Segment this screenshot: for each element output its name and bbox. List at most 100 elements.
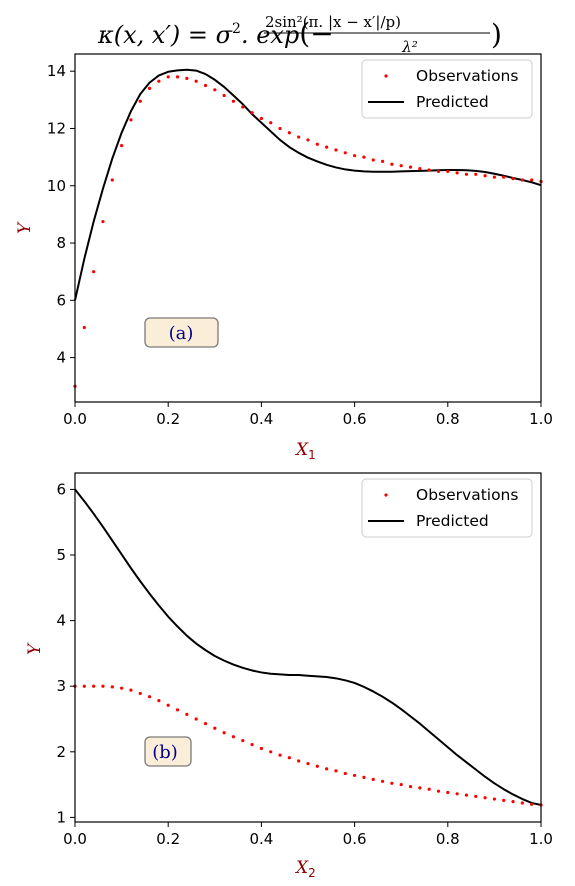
figure-title: κ(x, x′) = σ2. exp(− 2sin²(π. |x − x′|/p…	[97, 13, 502, 56]
panel-b-observation-point	[129, 688, 133, 692]
panel-a-observation-point	[259, 116, 263, 121]
panel-a-observation-point	[418, 166, 422, 171]
panel-b-xtick-label: 0.2	[156, 830, 180, 848]
panel-a-observation-point	[82, 325, 86, 330]
panel-b-observation-point	[278, 753, 282, 757]
panel-b-observation-point	[297, 759, 301, 763]
panel-a-legend-observations-label: Observations	[416, 67, 518, 85]
panel-a-observation-point	[297, 135, 301, 139]
panel-a-xlabel-main: X	[294, 440, 309, 460]
panel-a-observation-point	[241, 105, 245, 109]
panel-a-observation-point	[287, 131, 291, 135]
panel-a: 0.0 0.2 0.4 0.6 0.8 1.0 4 6 8 10 12 14 X1 Y (a) Obs…	[15, 53, 553, 462]
panel-b-observation-point	[250, 742, 254, 747]
panel-b-xtick-label: 1.0	[529, 830, 553, 848]
panel-b-tag-box	[144, 736, 192, 767]
title-denominator: λ²	[401, 38, 418, 56]
panel-b-observation-point	[325, 767, 329, 771]
panel-b-observation-point	[371, 777, 375, 781]
panel-b-xlabel-sub: 2	[308, 866, 316, 880]
panel-b-marks	[73, 488, 543, 807]
panel-b-ytick-label: 6	[56, 480, 66, 498]
panel-b-observation-point	[101, 684, 105, 688]
panel-a-observation-point	[399, 164, 403, 168]
panel-b-observation-point	[380, 779, 385, 783]
panel-b-ytick-label: 3	[56, 677, 66, 695]
panel-a-xtick-label: 0.6	[343, 410, 367, 428]
panel-a-observation-point	[129, 118, 133, 122]
title-numerator: 2sin²(π. |x − x′|/p)	[265, 13, 401, 31]
panel-b-observation-point	[399, 783, 403, 787]
panel-a-ytick-label: 14	[47, 62, 66, 80]
panel-b-frame	[74, 472, 542, 823]
panel-a-observation-point	[502, 175, 506, 179]
panel-b-observation-point	[241, 739, 245, 743]
panel-a-xtick-label: 1.0	[529, 410, 553, 428]
panel-b-observation-point	[185, 712, 189, 717]
panel-a-observation-point	[325, 145, 329, 149]
panel-a-observation-point	[362, 155, 366, 159]
panel-b-observation-point	[259, 746, 263, 751]
panel-a-ticks: 0.0 0.2 0.4 0.6 0.8 1.0 4 6 8 10 12 14	[47, 62, 553, 428]
panel-b-observation-point	[222, 731, 226, 735]
panel-a-tag: (a)	[144, 317, 219, 348]
panel-b-ytick-label: 4	[56, 612, 66, 630]
panel-b-legend-observations-label: Observations	[416, 486, 518, 504]
panel-a-observation-point	[157, 79, 161, 83]
panel-b-observation-point	[231, 735, 236, 739]
panel-a-xtick-label: 0.4	[249, 410, 273, 428]
panel-b-legend-predicted-label: Predicted	[416, 512, 489, 530]
panel-b-observation-point	[427, 787, 431, 791]
panel-a-ytick-label: 4	[56, 349, 66, 367]
panel-b-xlabel: X2	[294, 858, 316, 880]
panel-b-observation-point	[269, 750, 273, 754]
panel-b-xtick-label: 0.6	[343, 830, 367, 848]
panel-b-observation-point	[203, 722, 208, 726]
panel-b-observation-point	[343, 771, 347, 776]
panel-b-ytick-label: 5	[56, 546, 66, 564]
panel-a-observation-point	[483, 174, 487, 178]
svg-text:κ(x, x′) = σ2. exp(−: κ(x, x′) = σ2. exp(−	[97, 17, 334, 50]
panel-a-observation-point	[334, 148, 338, 152]
panel-b-ylabel: Y	[25, 642, 45, 655]
panel-b-observation-point	[287, 756, 291, 760]
panel-a-observation-point	[511, 176, 515, 181]
panel-b-observation-point	[306, 762, 310, 766]
panel-b-observation-point	[147, 695, 152, 699]
panel-a-observation-point	[520, 178, 524, 182]
panel-a-legend-box	[361, 59, 533, 119]
panel-b-legend-observations-marker	[384, 493, 388, 497]
panel-a-observation-point	[110, 178, 114, 182]
panel-a-observation-point	[446, 169, 450, 174]
panel-b-observation-point	[483, 796, 487, 800]
panel-b-observation-point	[315, 764, 319, 768]
panel-b-tag-label: (b)	[152, 742, 178, 763]
panel-b-observation-point	[408, 784, 413, 789]
panel-b-ytick-label: 1	[56, 808, 66, 826]
panel-b-ticks: 0.0 0.2 0.4 0.6 0.8 1.0 1 2 3 4 5 6	[56, 480, 552, 848]
panel-b-observation-point	[166, 703, 170, 707]
title-close: )	[491, 18, 502, 51]
panel-a-observation-point	[278, 126, 282, 131]
panel-a-ytick-label: 10	[47, 177, 66, 195]
title-args: (x, x′) = σ	[114, 21, 233, 49]
panel-a-ytick-label: 8	[56, 234, 66, 252]
panel-a-observation-point	[530, 178, 534, 182]
panel-b-observation-point	[436, 789, 441, 793]
panel-a-observation-point	[138, 99, 142, 103]
panel-b-observation-point	[353, 773, 357, 778]
panel-b-observation-point	[455, 792, 459, 796]
panel-a-observation-point	[175, 75, 180, 79]
panel-a-observation-point	[213, 88, 217, 92]
panel-a-observation-point	[269, 121, 273, 125]
panel-b-observation-point	[82, 684, 86, 688]
panel-a-observation-point	[315, 142, 319, 146]
panel-a-ylabel: Y	[15, 221, 35, 234]
panel-a-observation-point	[92, 270, 96, 274]
panel-a-observation-point	[166, 75, 170, 79]
panel-a-marks	[73, 68, 543, 388]
panel-a-legend: Observations Predicted	[361, 59, 533, 119]
panel-b-observation-point	[446, 790, 450, 795]
panel-b-observation-point	[334, 769, 338, 773]
